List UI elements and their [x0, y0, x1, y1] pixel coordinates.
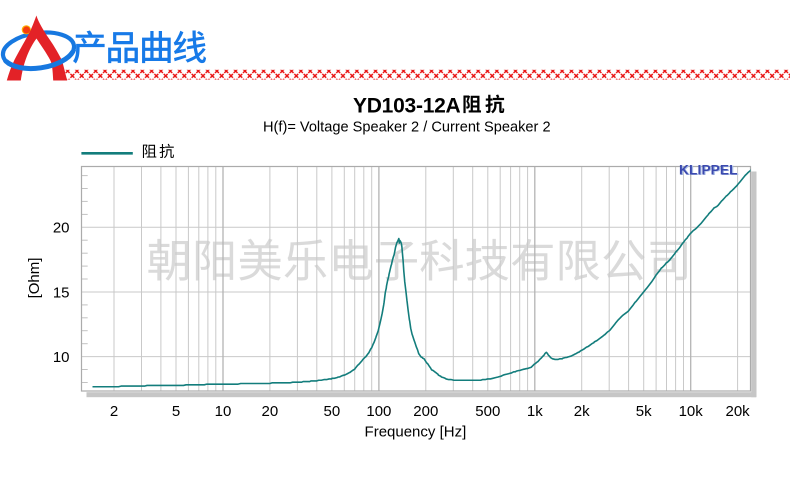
svg-text:10: 10	[53, 349, 70, 366]
svg-text:10: 10	[215, 403, 232, 420]
svg-text:20: 20	[53, 220, 70, 237]
svg-text:Frequency [Hz]: Frequency [Hz]	[365, 423, 467, 440]
svg-text:2: 2	[110, 403, 118, 420]
svg-text:20k: 20k	[726, 403, 751, 420]
svg-text:10k: 10k	[679, 403, 704, 420]
svg-text:500: 500	[475, 403, 500, 420]
svg-text:[Ohm]: [Ohm]	[26, 258, 43, 299]
svg-text:1k: 1k	[527, 403, 543, 420]
svg-text:200: 200	[413, 403, 438, 420]
svg-text:5k: 5k	[636, 403, 652, 420]
svg-text:KLIPPEL: KLIPPEL	[679, 162, 738, 177]
svg-text:2k: 2k	[574, 403, 590, 420]
svg-text:20: 20	[262, 403, 279, 420]
svg-text:15: 15	[53, 284, 70, 301]
svg-text:H(f)= Voltage Speaker 2 / Curr: H(f)= Voltage Speaker 2 / Current Speake…	[263, 120, 551, 136]
svg-text:YD103-12A: YD103-12A	[353, 95, 461, 118]
svg-text:50: 50	[324, 403, 341, 420]
svg-text:KLIPPEL: KLIPPEL	[680, 163, 739, 178]
svg-text:100: 100	[366, 403, 391, 420]
svg-text:5: 5	[172, 403, 180, 420]
